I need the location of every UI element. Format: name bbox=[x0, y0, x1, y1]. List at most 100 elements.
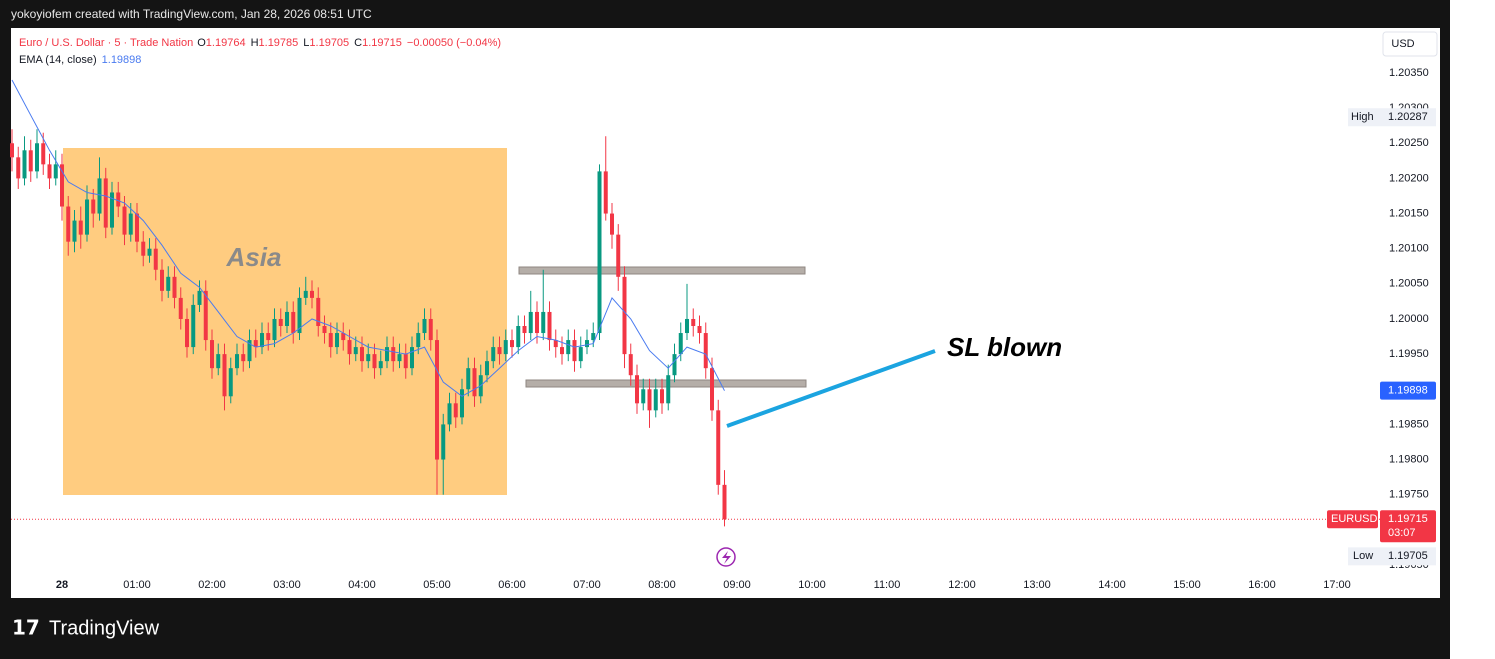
candle-body bbox=[160, 269, 164, 291]
candle-body bbox=[303, 290, 308, 298]
candle-body bbox=[572, 340, 577, 362]
candle-body bbox=[60, 164, 64, 207]
candle-body bbox=[291, 311, 296, 334]
candle-body bbox=[203, 290, 208, 341]
x-tick-label: 06:00 bbox=[498, 579, 526, 591]
y-tick-label: 1.20250 bbox=[1389, 137, 1429, 149]
last-tag-bg bbox=[1380, 510, 1436, 543]
candle-body bbox=[222, 354, 227, 397]
y-tick-label: 1.19750 bbox=[1389, 489, 1429, 501]
x-tick-label: 17:00 bbox=[1323, 579, 1351, 591]
x-tick-label: 11:00 bbox=[874, 579, 901, 591]
candle-body bbox=[22, 150, 27, 179]
candle-body bbox=[560, 347, 564, 355]
candle-body bbox=[278, 318, 283, 327]
y-tick-label: 1.19950 bbox=[1389, 348, 1429, 360]
brand: TradingView bbox=[49, 617, 160, 639]
candle-body bbox=[685, 318, 689, 334]
candle-body bbox=[703, 333, 708, 369]
candle-body bbox=[166, 276, 171, 291]
candle-body bbox=[716, 410, 721, 485]
candle-body bbox=[410, 347, 414, 369]
candle-body bbox=[497, 347, 502, 355]
candle-body bbox=[378, 361, 383, 369]
candle-body bbox=[53, 164, 58, 179]
candle-body bbox=[272, 318, 277, 341]
candle-body bbox=[310, 290, 314, 298]
candle-body bbox=[16, 157, 21, 179]
zone-upper bbox=[518, 266, 806, 275]
candle-body bbox=[397, 354, 402, 362]
candle-body bbox=[116, 192, 121, 207]
candle-body bbox=[197, 290, 202, 305]
symbol: Euro / U.S. Dollar · 5 · Trade Nation bbox=[19, 37, 193, 49]
ohlc-value: 1.19705 bbox=[309, 37, 349, 49]
asia-label: Asia bbox=[226, 242, 282, 272]
candle-body bbox=[253, 340, 258, 348]
candle-body bbox=[653, 389, 658, 411]
candle-body bbox=[66, 206, 71, 242]
y-tick-label: 1.20200 bbox=[1389, 172, 1429, 184]
plot bbox=[10, 79, 1380, 527]
candle-body bbox=[578, 347, 583, 362]
candle-body bbox=[647, 389, 652, 411]
candle-body bbox=[366, 354, 371, 362]
candle-body bbox=[528, 311, 533, 334]
candle-body bbox=[522, 326, 527, 334]
candle-body bbox=[416, 333, 421, 348]
candle-body bbox=[178, 297, 183, 319]
x-tick-label: 12:00 bbox=[948, 579, 976, 591]
candle-body bbox=[472, 368, 477, 397]
candle-body bbox=[147, 248, 152, 256]
candle-body bbox=[385, 347, 389, 362]
x-tick-label: 13:00 bbox=[1023, 579, 1051, 591]
candle-body bbox=[666, 375, 671, 404]
candle-body bbox=[691, 318, 696, 327]
candle-body bbox=[603, 171, 608, 214]
currency[interactable]: USD bbox=[1391, 38, 1414, 50]
x-tick-label: 05:00 bbox=[423, 579, 451, 591]
candle-body bbox=[47, 164, 52, 179]
ohlc-key: L bbox=[303, 37, 309, 49]
candle-body bbox=[297, 297, 302, 334]
candle-body bbox=[285, 311, 289, 327]
candle-body bbox=[185, 318, 189, 348]
candle-body bbox=[266, 333, 271, 341]
candle-body bbox=[566, 340, 571, 355]
candle-body bbox=[453, 403, 458, 418]
candle-body bbox=[328, 333, 333, 348]
candle-body bbox=[247, 340, 252, 362]
candle-body bbox=[347, 340, 352, 355]
ema-tag-bg bbox=[1380, 381, 1436, 400]
currency-button[interactable] bbox=[1382, 31, 1438, 57]
candle-body bbox=[541, 311, 546, 334]
candle-body bbox=[103, 178, 108, 228]
candle-body bbox=[503, 340, 508, 355]
candle-body bbox=[372, 354, 377, 369]
candle-body bbox=[335, 333, 339, 348]
candle-body bbox=[628, 354, 633, 376]
y-tick-label: 1.20350 bbox=[1389, 67, 1429, 79]
candle-body bbox=[591, 333, 596, 341]
candle-body bbox=[672, 354, 677, 376]
x-tick-label: 01:00 bbox=[123, 579, 151, 591]
candle-body bbox=[260, 333, 264, 348]
candle-body bbox=[353, 347, 358, 355]
x-tick-label: 04:00 bbox=[348, 579, 376, 591]
ticker-tag-bg bbox=[1327, 510, 1378, 529]
candle-body bbox=[172, 276, 177, 298]
brand-mark: 𝟭𝟳 bbox=[12, 617, 40, 639]
candle-body bbox=[447, 403, 452, 425]
candle-body bbox=[110, 192, 114, 228]
y-tick-label: 1.20150 bbox=[1389, 207, 1429, 219]
candle-body bbox=[491, 347, 496, 362]
candle-body bbox=[635, 375, 639, 404]
x-tick-label: 14:00 bbox=[1098, 579, 1126, 591]
zone-lower bbox=[525, 379, 807, 388]
candle-body bbox=[597, 171, 602, 334]
candle-body bbox=[360, 347, 364, 362]
candle-body bbox=[441, 424, 446, 460]
candle-body bbox=[128, 213, 133, 235]
x-tick-label: 07:00 bbox=[573, 579, 601, 591]
candle-body bbox=[228, 368, 233, 397]
